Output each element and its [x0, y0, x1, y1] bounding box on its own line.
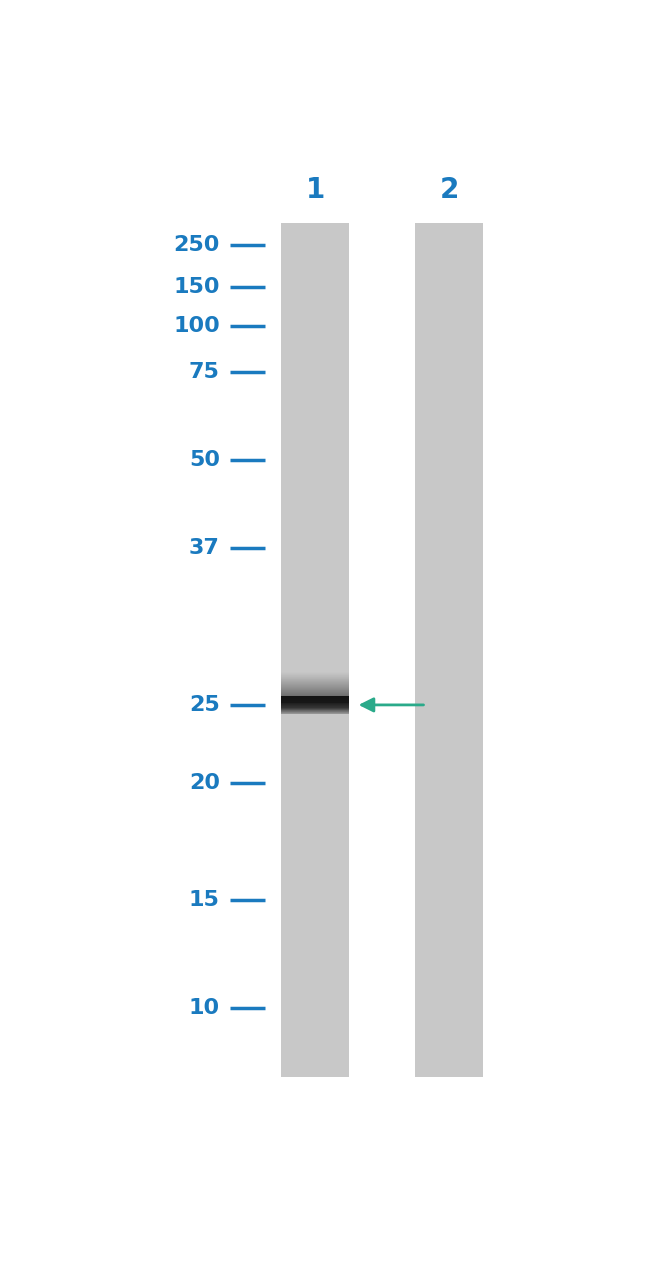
Text: 250: 250: [174, 235, 220, 255]
Bar: [281, 222, 350, 1077]
Text: 20: 20: [188, 773, 220, 794]
Text: 37: 37: [189, 538, 220, 559]
Text: 10: 10: [188, 998, 220, 1019]
Text: 50: 50: [188, 451, 220, 470]
Text: 75: 75: [189, 362, 220, 382]
Text: 1: 1: [306, 175, 325, 203]
Text: 15: 15: [189, 890, 220, 911]
Text: 2: 2: [439, 175, 459, 203]
Text: 25: 25: [189, 695, 220, 715]
Text: 100: 100: [173, 316, 220, 337]
Bar: [415, 222, 483, 1077]
Text: 150: 150: [174, 277, 220, 297]
